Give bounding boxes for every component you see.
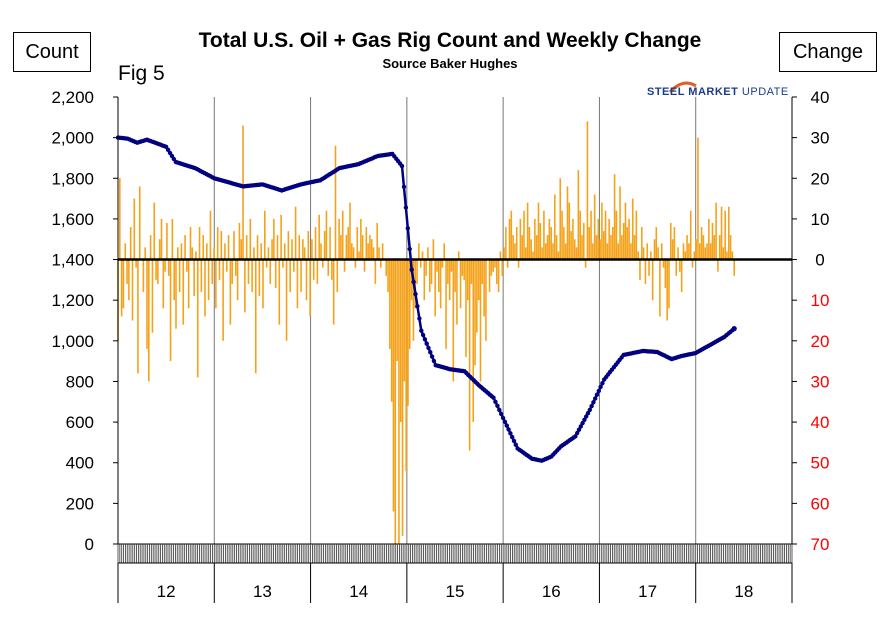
x-tick-label: 18 xyxy=(734,582,753,601)
left-tick-label: 400 xyxy=(66,454,94,473)
rig-count-point xyxy=(573,434,578,439)
left-axis-label-box: Count xyxy=(13,32,91,72)
rig-count-point xyxy=(511,438,517,444)
rig-count-point xyxy=(585,411,591,416)
rig-count-point xyxy=(598,384,603,390)
weekly-change-bars xyxy=(117,121,736,544)
rig-count-point xyxy=(508,431,513,436)
right-tick-label: 20 xyxy=(811,332,830,351)
rig-count-line-group xyxy=(115,135,737,463)
right-tick-label: 30 xyxy=(811,129,830,148)
left-tick-label: 1,800 xyxy=(51,169,94,188)
rig-count-point xyxy=(731,326,737,332)
left-tick-label: 1,000 xyxy=(51,332,94,351)
rig-count-point xyxy=(513,442,518,447)
rig-count-point xyxy=(575,430,580,436)
left-tick-label: 600 xyxy=(66,413,94,432)
right-tick-label: 30 xyxy=(811,372,830,391)
left-tick-label: 2,200 xyxy=(51,88,94,107)
rig-count-point xyxy=(417,316,422,321)
rig-count-point xyxy=(411,279,416,285)
rig-count-point xyxy=(493,399,498,404)
rig-count-point xyxy=(502,419,508,424)
right-axis-label-box: Change xyxy=(779,32,877,72)
rig-count-point xyxy=(419,328,424,333)
x-tick-label: 14 xyxy=(349,582,368,601)
x-tick-label: 13 xyxy=(253,582,272,601)
rig-count-point xyxy=(413,291,418,297)
rig-count-point xyxy=(401,184,407,189)
left-tick-label: 1,600 xyxy=(51,210,94,229)
rig-count-point xyxy=(506,427,511,432)
logo-swoosh-icon xyxy=(668,81,697,94)
right-tick-label: 70 xyxy=(811,535,830,554)
right-tick-label: 60 xyxy=(811,494,830,513)
rig-count-point xyxy=(409,267,414,272)
rig-count-point xyxy=(584,414,589,419)
left-tick-label: 200 xyxy=(66,494,94,513)
right-tick-label: 20 xyxy=(811,169,830,188)
rig-count-point xyxy=(424,341,429,346)
x-tick-label: 17 xyxy=(638,582,657,601)
x-tick-label: 15 xyxy=(446,582,465,601)
steel-market-update-logo: STEEL MARKET UPDATE xyxy=(647,86,789,98)
left-tick-label: 1,200 xyxy=(51,291,94,310)
right-axis: 40 30 20 10 0 10 20 30 40 50 60 70 xyxy=(791,88,830,554)
logo-light-text: UPDATE xyxy=(741,86,789,98)
logo-bold-text: STEEL MARKET xyxy=(647,86,739,98)
rig-count-point xyxy=(500,415,506,421)
chart-subtitle: Source Baker Hughes xyxy=(382,56,518,71)
left-tick-label: 2,000 xyxy=(51,129,94,148)
right-tick-label: 50 xyxy=(811,454,830,473)
rig-count-point xyxy=(403,205,409,210)
x-tick-label: 12 xyxy=(157,582,176,601)
rig-count-point xyxy=(420,332,426,338)
right-tick-label: 40 xyxy=(811,88,830,107)
rig-count-point xyxy=(405,226,410,231)
rig-count-point xyxy=(491,395,496,400)
rig-count-point xyxy=(431,358,437,364)
rig-count-point xyxy=(593,396,598,401)
rig-count-point xyxy=(591,400,596,405)
right-tick-label: 10 xyxy=(811,210,830,229)
plot-grid xyxy=(117,97,793,544)
rig-count-point xyxy=(504,423,509,428)
rig-count-point xyxy=(426,345,431,351)
rig-count-point xyxy=(594,392,600,397)
rig-count-point xyxy=(428,350,433,355)
rig-count-point xyxy=(600,381,605,386)
chart-title: Total U.S. Oil + Gas Rig Count and Weekl… xyxy=(198,29,702,52)
x-tick-label: 16 xyxy=(542,582,561,601)
left-tick-label: 1,400 xyxy=(51,251,94,270)
rig-count-point xyxy=(497,407,502,413)
rig-count-point xyxy=(580,420,585,426)
rig-count-point xyxy=(415,304,420,309)
right-tick-label: 0 xyxy=(815,251,824,270)
rig-count-point xyxy=(589,403,594,409)
rig-count-point xyxy=(399,163,405,169)
rig-count-point xyxy=(587,407,592,413)
rig-count-point xyxy=(429,354,435,359)
rig-count-point xyxy=(407,246,412,252)
rig-count-point xyxy=(578,424,583,429)
right-tick-label: 10 xyxy=(811,291,830,310)
rig-count-point xyxy=(596,388,601,394)
figure-label: Fig 5 xyxy=(118,62,165,85)
rig-count-point xyxy=(495,403,500,408)
rig-count-point xyxy=(510,434,515,440)
left-axis: 2,200 2,000 1,800 1,600 1,400 1,200 1,000 800 60… xyxy=(51,88,119,554)
rig-count-point xyxy=(499,411,504,417)
x-axis: 12 13 14 15 16 17 18 xyxy=(117,543,793,603)
rig-count-point xyxy=(422,337,428,342)
rig-count-point xyxy=(576,427,582,432)
right-tick-label: 40 xyxy=(811,413,830,432)
rig-count-line xyxy=(117,136,736,463)
rig-count-point xyxy=(582,417,587,422)
left-tick-label: 0 xyxy=(85,535,94,554)
left-tick-label: 800 xyxy=(66,372,94,391)
